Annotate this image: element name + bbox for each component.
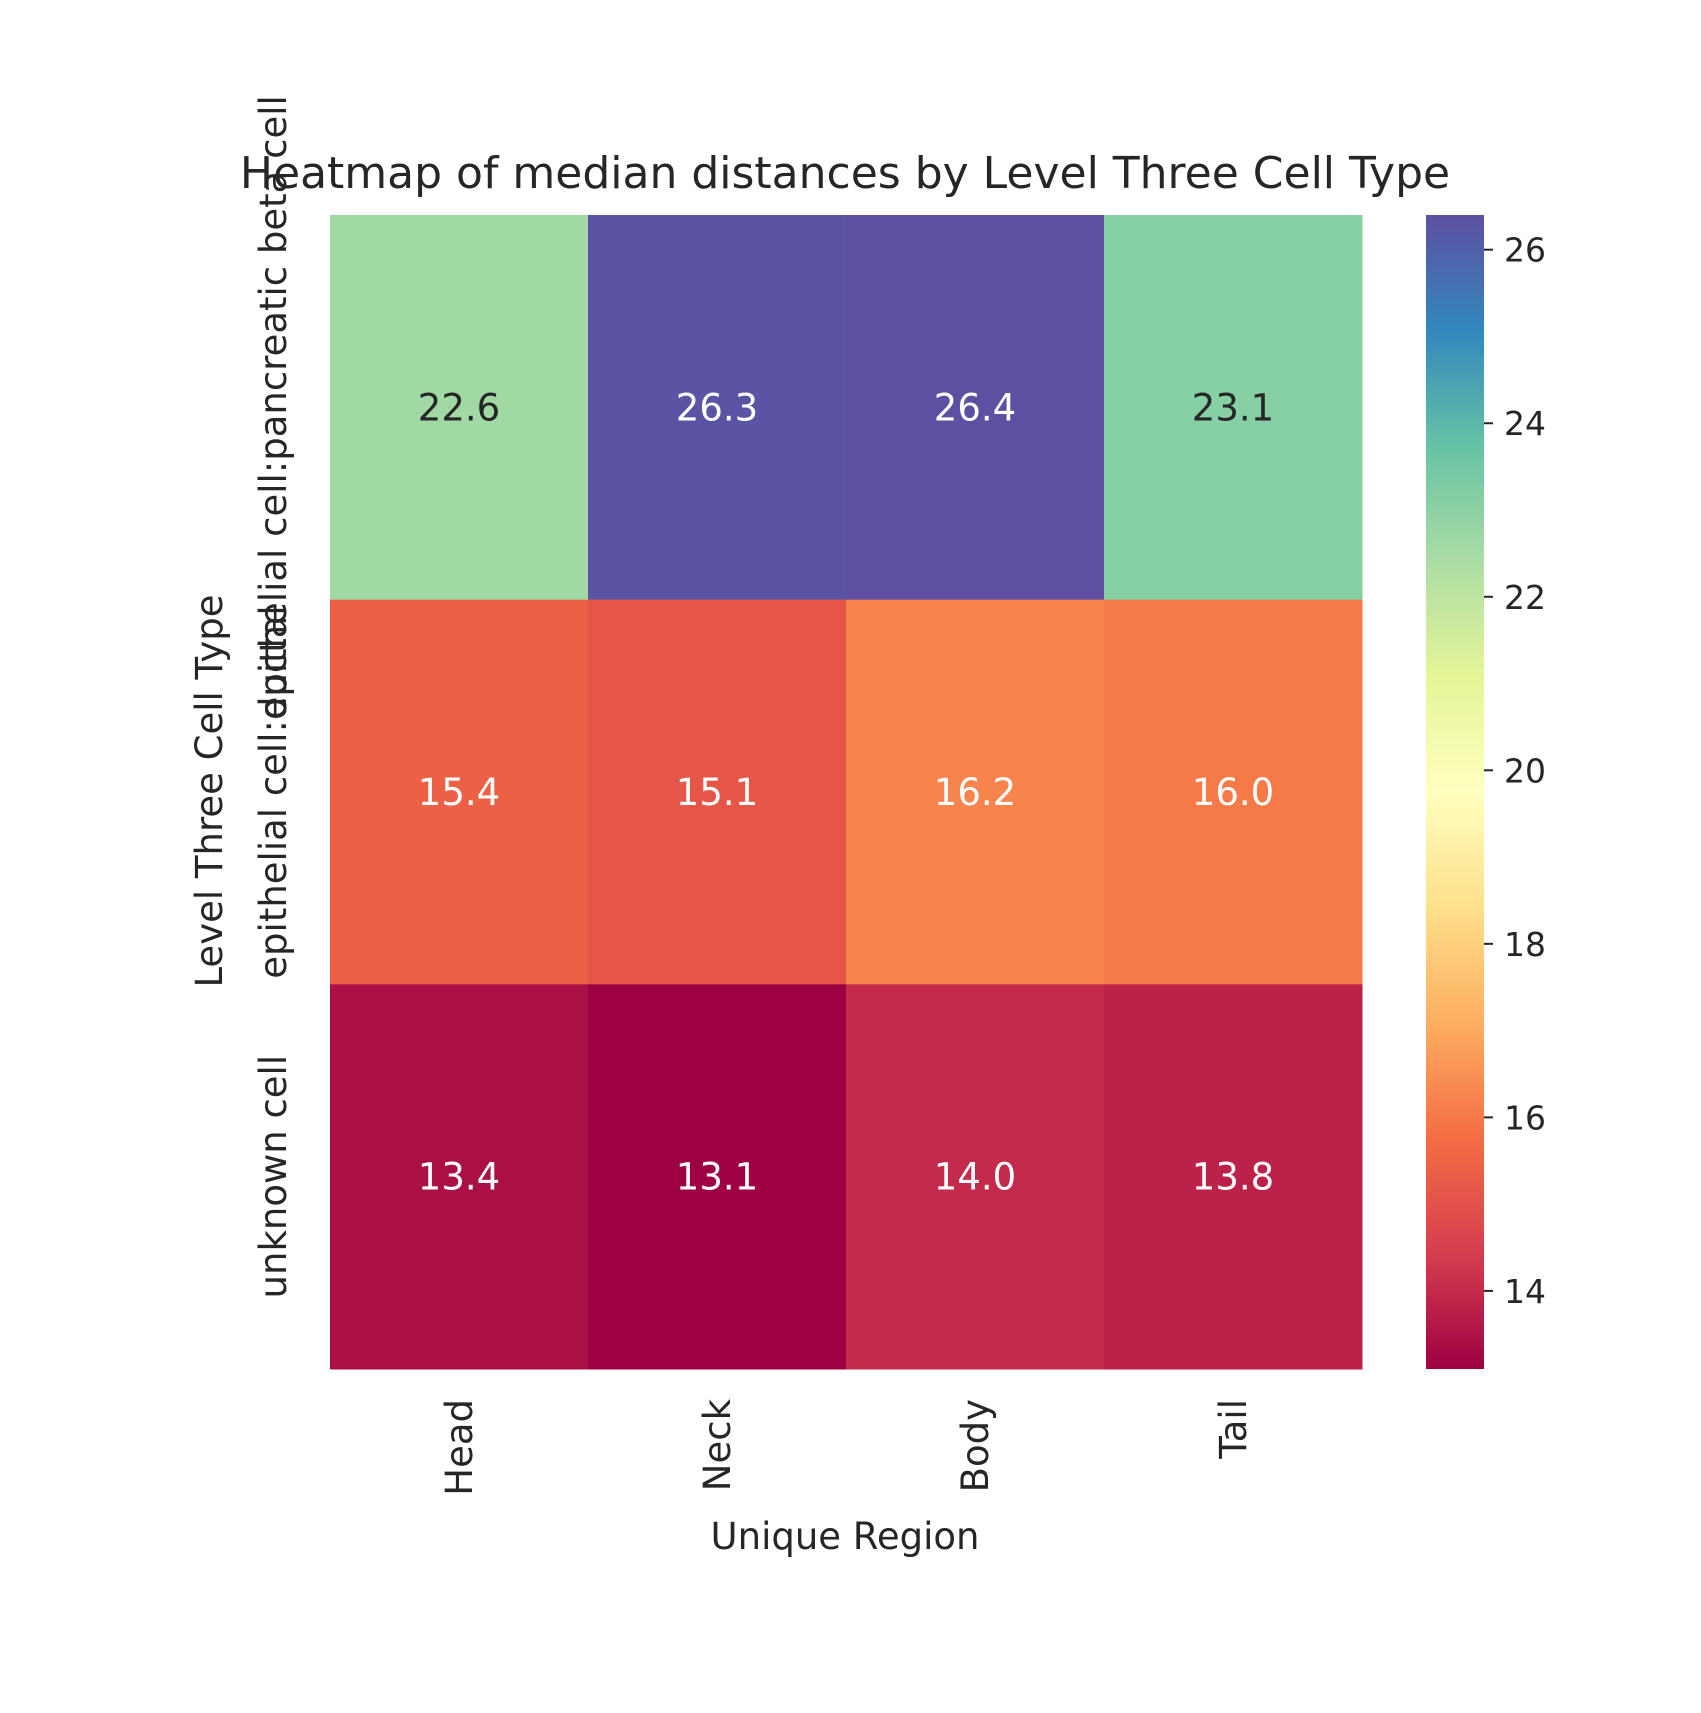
colorbar-tick-label: 22 — [1504, 578, 1546, 617]
cell-value-label: 22.6 — [418, 386, 500, 429]
heatmap-cell — [330, 215, 589, 601]
chart-title: Heatmap of median distances by Level Thr… — [240, 148, 1450, 199]
cell-value-label: 13.8 — [1192, 1156, 1274, 1199]
heatmap-cell — [330, 599, 589, 985]
y-tick-label: epithelial cell:pancreatic beta cell — [252, 95, 295, 719]
heatmap-cells — [330, 215, 1363, 1370]
cell-value-labels: 22.6 26.3 26.4 23.1 15.4 15.1 16.2 16.0 13.4 13.1… — [418, 386, 1274, 1198]
cell-value-label: 13.4 — [418, 1156, 500, 1199]
x-tick-label: Body — [954, 1399, 997, 1492]
colorbar-tick-label: 20 — [1504, 751, 1546, 790]
heatmap-cell — [330, 984, 589, 1370]
colorbar — [1426, 215, 1484, 1369]
colorbar-tick-label: 14 — [1504, 1272, 1546, 1311]
y-tick-label: unknown cell — [252, 1055, 295, 1299]
x-tick-label: Head — [438, 1399, 481, 1496]
x-tick-label: Tail — [1212, 1399, 1255, 1460]
colorbar-tick-label: 26 — [1504, 231, 1546, 270]
heatmap-cell — [1104, 984, 1363, 1370]
colorbar-ticks: 14 16 18 20 22 24 26 — [1484, 231, 1546, 1311]
heatmap-cell — [588, 599, 847, 985]
cell-value-label: 26.3 — [676, 386, 758, 429]
cell-value-label: 26.4 — [934, 386, 1016, 429]
heatmap-cell — [1104, 215, 1363, 601]
heatmap-cell — [846, 599, 1105, 985]
colorbar-tick-label: 24 — [1504, 404, 1546, 443]
cell-value-label: 16.0 — [1192, 771, 1274, 814]
y-tick-label: epithelial cell:ductal — [252, 605, 295, 978]
cell-value-label: 13.1 — [676, 1156, 758, 1199]
heatmap-cell — [1104, 599, 1363, 985]
colorbar-tick-label: 16 — [1504, 1098, 1546, 1137]
heatmap-cell — [588, 984, 847, 1370]
y-axis-label: Level Three Cell Type — [188, 594, 231, 987]
x-tick-label: Neck — [696, 1398, 739, 1491]
colorbar-tick-label: 18 — [1504, 925, 1546, 964]
cell-value-label: 15.4 — [418, 771, 500, 814]
cell-value-label: 23.1 — [1192, 386, 1274, 429]
heatmap-cell — [588, 215, 847, 601]
heatmap-cell — [846, 984, 1105, 1370]
cell-value-label: 15.1 — [676, 771, 758, 814]
y-tick-labels: epithelial cell:pancreatic beta cellepit… — [252, 95, 295, 1298]
x-axis-label: Unique Region — [711, 1515, 980, 1558]
cell-value-label: 16.2 — [934, 771, 1016, 814]
x-tick-labels: Head Neck Body Tail — [438, 1398, 1255, 1495]
cell-value-label: 14.0 — [934, 1156, 1016, 1199]
heatmap-cell — [846, 215, 1105, 601]
